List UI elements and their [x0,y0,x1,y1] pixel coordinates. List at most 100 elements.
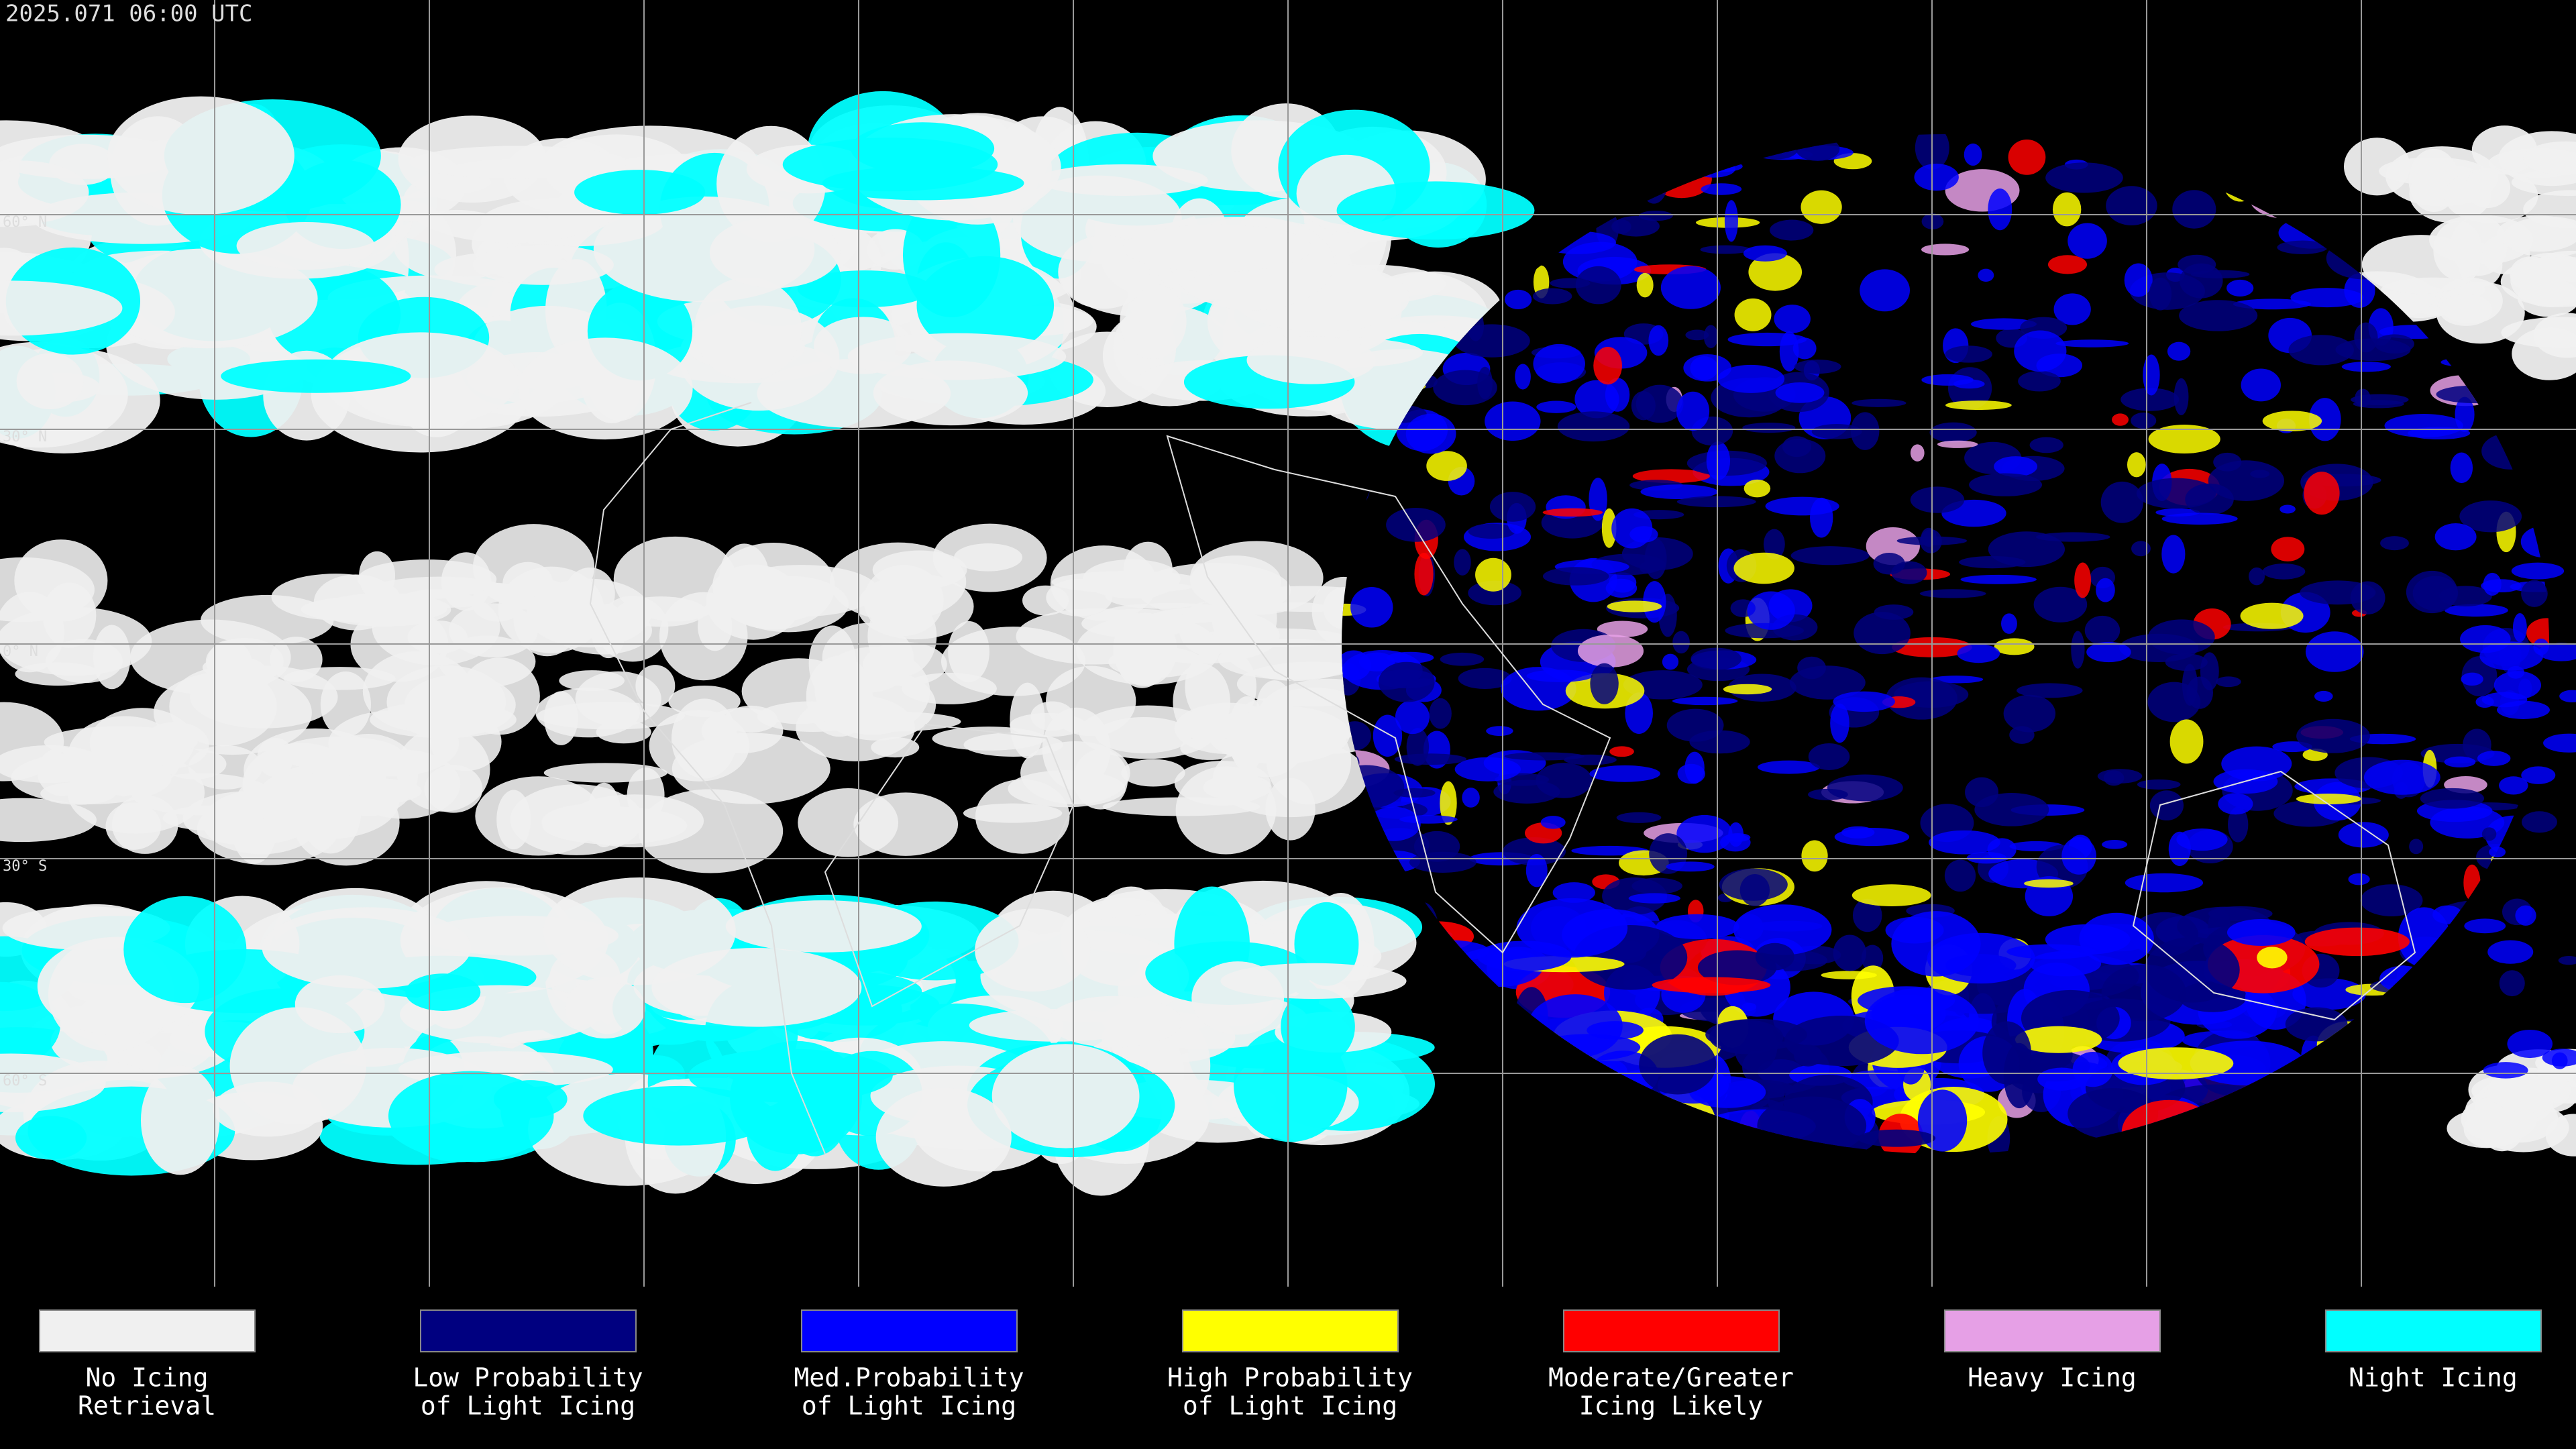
cloud-patch [1994,456,2038,477]
cloud-patch [162,749,227,780]
cloud-patch [1748,253,1803,291]
cloud-patch [1966,851,2006,864]
cloud-patch [2165,653,2208,671]
cloud-patch [1489,492,1536,522]
cloud-patch [2215,676,2241,688]
cloud-patch [1858,1129,1936,1147]
cloud-patch [2515,905,2536,926]
cloud-patch [1770,219,1814,241]
cloud-patch [1720,833,1751,852]
cloud-patch [1841,826,1875,839]
cloud-patch [2444,756,2476,767]
cloud-patch [1850,412,1880,450]
cloud-patch [1747,591,1795,630]
cloud-patch [1953,379,1985,389]
cloud-patch [1557,411,1630,442]
cloud-patch [2145,936,2240,1003]
cloud-patch [318,592,451,627]
cloud-patch [1676,496,1756,508]
cloud-patch [1743,245,1787,262]
cloud-patch [1724,200,1738,242]
cloud-patch [1929,422,1977,443]
cloud-patch [1689,1076,1766,1108]
cloud-patch [1219,602,1373,682]
legend-label: Low Probability [413,1363,643,1393]
cloud-patch [2353,400,2404,409]
cloud-patch [1095,716,1193,753]
cloud-patch [1616,812,1662,823]
cloud-patch [2433,220,2483,280]
cloud-patch [1589,765,1660,782]
cloud-patch [1794,1044,1823,1067]
cloud-patch [221,359,411,393]
cloud-patch [1378,661,1435,702]
cloud-patch [1723,684,1772,695]
cloud-patch [2167,341,2191,361]
cloud-patch [2121,388,2180,411]
cloud-patch [294,975,385,1034]
cloud-patch [1220,963,1407,1000]
cloud-patch [875,1087,1012,1187]
cloud-patch [1081,608,1194,639]
cloud-patch [2459,500,2522,533]
legend-label: Heavy Icing [1968,1363,2137,1393]
latitude-label: 30° S [3,858,47,875]
cloud-patch [2507,665,2525,679]
cloud-patch [1485,401,1541,441]
cloud-patch [0,280,123,336]
cloud-patch [0,1053,106,1112]
cloud-patch [1342,650,1371,681]
cloud-patch [1504,289,1532,310]
cloud-patch [2182,663,2198,706]
cloud-patch [1532,288,1572,305]
cloud-patch [2221,746,2292,782]
cloud-patch [2241,368,2282,402]
cloud-patch [2406,570,2458,614]
cloud-patch [517,337,693,440]
cloud-patch [2024,879,2074,888]
cloud-patch [2363,759,2440,795]
cloud-patch [2343,138,2410,196]
cloud-patch [2296,793,2362,804]
cloud-patch [2071,631,2085,669]
cloud-patch [2047,255,2088,274]
cloud-patch [1864,987,1979,1055]
cloud-patch [2008,140,2046,175]
cloud-patch [1774,305,1811,333]
cloud-patch [1120,284,1187,360]
cloud-patch [1874,604,1914,620]
cloud-patch [1635,384,1684,423]
cloud-patch [2096,578,2115,602]
cloud-patch [1122,224,1313,272]
cloud-patch [2499,970,2525,997]
legend-swatch [39,1309,256,1352]
cloud-patch [2001,613,2017,634]
cloud-patch [963,803,1063,823]
cloud-patch [2178,254,2216,274]
cloud-patch [2257,947,2288,969]
cloud-patch [1757,760,1820,774]
cloud-patch [2439,293,2493,326]
cloud-patch [1597,621,1648,638]
cloud-patch [2014,330,2067,372]
cloud-patch [2262,411,2322,431]
cloud-patch [93,625,131,690]
cloud-patch [1861,945,1884,971]
cloud-patch [659,592,748,681]
cloud-patch [2136,478,2216,509]
cloud-patch [583,1085,775,1146]
cloud-patch [1426,451,1467,481]
cloud-patch [111,795,178,854]
cloud-patch [1454,757,1521,782]
cloud-patch [475,776,602,856]
cloud-patch [1394,753,1467,765]
cloud-patch [2445,604,2508,617]
cloud-patch [2348,873,2370,885]
cloud-patch [2271,537,2305,561]
graticule [0,0,2576,1287]
cloud-patch [2542,1049,2576,1067]
cloud-patch [1662,653,1679,670]
cloud-patch [2055,339,2129,347]
cloud-patch [2228,806,2249,843]
cloud-patch [1574,380,1619,419]
